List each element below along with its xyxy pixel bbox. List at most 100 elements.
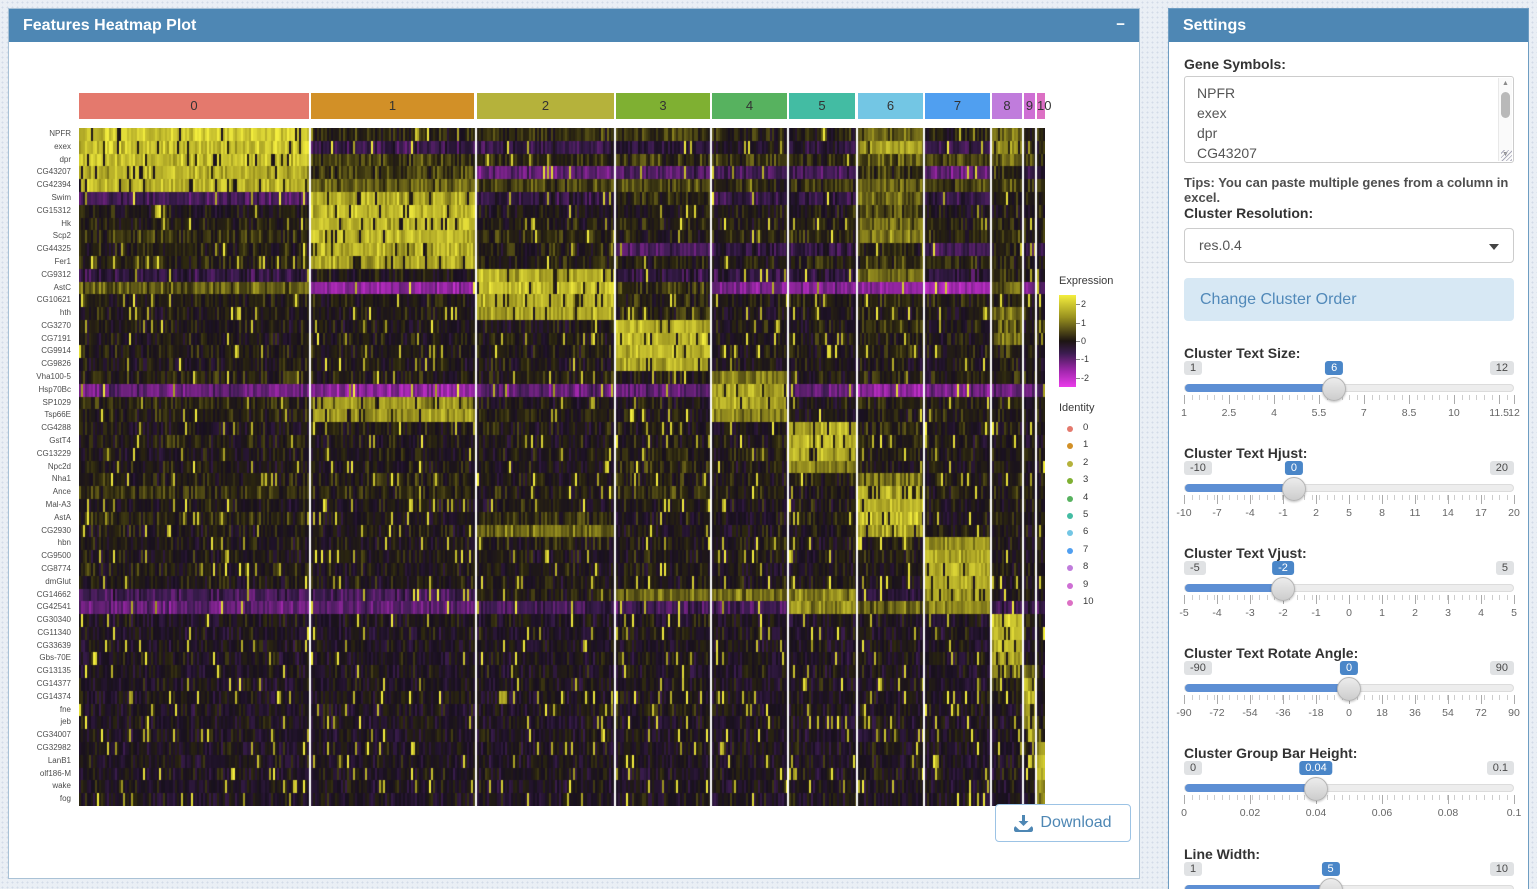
slider-tick-label: 54 [1442, 707, 1454, 719]
slider-track[interactable] [1184, 477, 1514, 501]
features-heatmap-panel: Features Heatmap Plot − 0 1 2 3 4 5 6 7 8 9 10 NPF… [8, 8, 1140, 879]
identity-dot-icon [1067, 478, 1073, 485]
slider-handle[interactable] [1337, 677, 1361, 701]
legend-identity-item: 7 [1061, 543, 1131, 559]
cluster-label: 9 [1025, 98, 1034, 113]
slider-tick-label: 1 [1181, 407, 1187, 419]
slider-tick-label: 4 [1271, 407, 1277, 419]
slider-tick-label: 72 [1475, 707, 1487, 719]
scrollbar-thumb[interactable] [1501, 92, 1510, 118]
gene-label: CG44325 [36, 244, 71, 254]
slider-tick-label: 90 [1508, 707, 1520, 719]
slider-track[interactable] [1184, 878, 1514, 889]
colorbar-tickmark [1076, 304, 1080, 306]
cluster-label: 7 [953, 98, 962, 113]
gene-symbols-value: NPFR exex dpr CG43207 [1185, 83, 1497, 162]
slider-tick-label: 0.06 [1371, 807, 1393, 819]
gene-label: CG43207 [36, 167, 71, 177]
slider-track[interactable] [1184, 677, 1514, 701]
download-button[interactable]: Download [995, 804, 1131, 842]
slider-fill [1185, 584, 1284, 592]
gene-labels: NPFR exex dpr CG43207 CG42394 Swim CG15312 Hk Sc… [9, 128, 75, 806]
change-cluster-order-button[interactable]: Change Cluster Order [1184, 278, 1514, 321]
identity-label: 9 [1083, 578, 1089, 590]
collapse-minus-icon[interactable]: − [1116, 16, 1125, 33]
slider-tick-label: 20 [1508, 507, 1520, 519]
slider-label: Cluster Group Bar Height: [1184, 745, 1358, 761]
colorbar-tick-label: 0 [1081, 336, 1087, 346]
slider-max-badge: 12 [1489, 361, 1514, 375]
legend-identity-item: 10 [1061, 595, 1131, 611]
slider-tick-label: 2 [1412, 607, 1418, 619]
legend-identity-item: 2 [1061, 456, 1131, 472]
gene-label: CG42394 [36, 180, 71, 190]
slider-handle[interactable] [1271, 577, 1296, 601]
gene-label: GstT4 [49, 436, 71, 446]
colorbar-tickmark [1076, 359, 1080, 361]
gene-label: CG33639 [36, 640, 71, 650]
slider-tick-label: -7 [1212, 507, 1222, 519]
colorbar-tick-label: -2 [1081, 372, 1090, 383]
slider-tick-label: -4 [1212, 607, 1222, 619]
slider-tick-label: -5 [1179, 607, 1189, 619]
slider-tick-label: 0 [1346, 607, 1352, 619]
slider-tick-label: 12 [1508, 407, 1520, 419]
slider-track[interactable] [1184, 377, 1514, 401]
gene-symbols-line: NPFR [1197, 85, 1236, 101]
slider-handle[interactable] [1318, 878, 1343, 889]
gene-label: Swim [51, 192, 71, 202]
slider-value-badge: 0.04 [1299, 761, 1333, 775]
identity-label: 5 [1083, 509, 1089, 520]
slider-fill [1185, 684, 1349, 692]
slider-value-badge: 6 [1325, 361, 1344, 375]
slider-tick-label: 10 [1448, 407, 1460, 419]
slider-tick-label: 4 [1478, 607, 1484, 619]
gene-symbols-scrollbar[interactable]: ▲ ▼ [1498, 78, 1512, 161]
cluster-resolution-select[interactable]: res.0.4 [1184, 228, 1514, 263]
slider-label: Cluster Text Vjust: [1184, 545, 1307, 561]
slider-tick-label: 14 [1442, 507, 1454, 519]
slider-handle[interactable] [1322, 377, 1347, 401]
gene-symbols-input[interactable]: NPFR exex dpr CG43207 ▲ ▼ [1184, 76, 1514, 163]
slider-value-badge: 0 [1339, 661, 1359, 675]
slider-label: Cluster Text Rotate Angle: [1184, 645, 1359, 661]
gene-label: hbn [57, 538, 71, 548]
cluster-label: 4 [745, 98, 754, 113]
gene-label: Vha100-5 [36, 372, 71, 382]
slider-line-width: Line Width:110512345678910 [1184, 846, 1514, 889]
scroll-up-icon[interactable]: ▲ [1502, 80, 1509, 87]
gene-label: CG10621 [36, 295, 71, 305]
gene-symbols-label: Gene Symbols: [1184, 56, 1286, 72]
slider-cluster-text-vjust: Cluster Text Vjust: -5 5 -2 -5 -4 -3 -2 -1 0 1 2 3 4 5 [1179, 545, 1517, 641]
features-heatmap-panel-header: Features Heatmap Plot − [9, 9, 1139, 42]
gene-label: CG7191 [41, 333, 71, 343]
cluster-label: 5 [818, 98, 826, 113]
gene-label: fne [59, 704, 71, 714]
slider-cluster-text-hjust: Cluster Text Hjust: -10 20 0 -10 -7 -4 -1 2 5 8 11 1… [1176, 445, 1519, 541]
legend-identity-item: 3 [1061, 473, 1131, 489]
slider-tick-label: -54 [1242, 707, 1258, 719]
slider-track[interactable] [1184, 577, 1514, 601]
cluster-resolution-value: res.0.4 [1199, 237, 1242, 253]
legend-identity-item: 5 [1061, 508, 1131, 524]
cluster-bar-segment-6: 6 [858, 93, 923, 119]
slider-handle[interactable] [1282, 477, 1307, 501]
identity-label: 10 [1083, 596, 1094, 607]
slider-tick-label: -2 [1278, 607, 1288, 619]
slider-tick-label: -36 [1275, 707, 1291, 719]
gene-label: Hk [61, 218, 71, 228]
gene-label: dpr [59, 154, 71, 164]
identity-dot-icon [1067, 460, 1073, 467]
resize-grip-icon[interactable] [1501, 150, 1512, 161]
slider-tick-label: 2 [1313, 507, 1319, 519]
gene-label: CG4288 [41, 423, 71, 433]
chevron-down-icon [1489, 244, 1499, 250]
slider-track[interactable] [1184, 777, 1514, 801]
slider-cluster-text-rotate-angle: Cluster Text Rotate Angle: -90 90 0 -90 -72 -5… [1176, 645, 1519, 741]
slider-handle[interactable] [1304, 777, 1329, 801]
slider-grid: 1 2.5 4 5.5 7 8.5 10 11.5 12 [1181, 395, 1520, 425]
slider-tick-label: -3 [1245, 607, 1255, 619]
slider-tick-label: -10 [1176, 507, 1192, 519]
gene-symbols-line: dpr [1197, 125, 1218, 141]
slider-tick-label: 5.5 [1311, 407, 1327, 419]
